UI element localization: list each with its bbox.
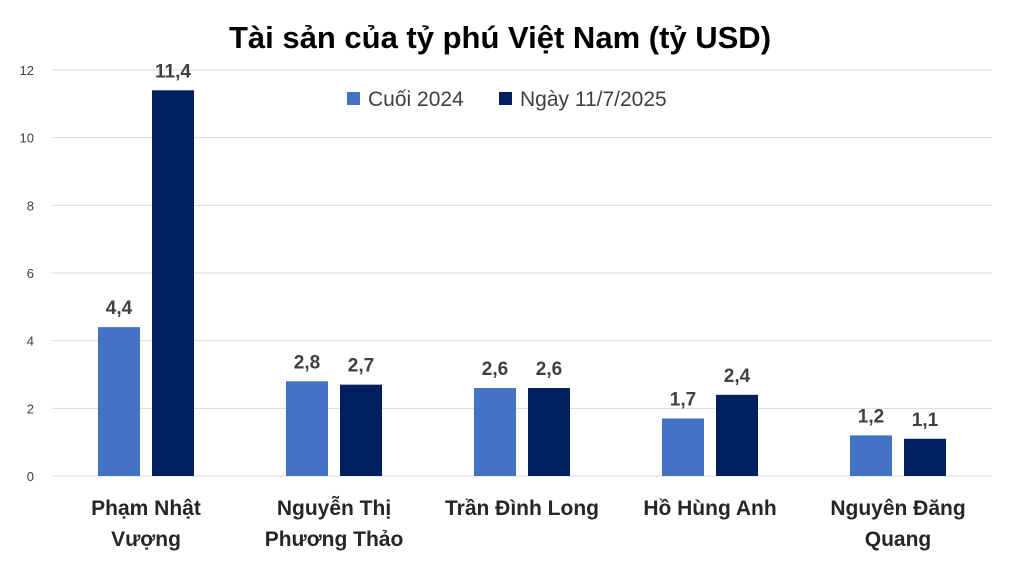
bar bbox=[904, 438, 946, 476]
x-axis-ticks: Phạm Nhật Vượng Nguyễn Thị Phương Thảo Trần … bbox=[91, 496, 966, 551]
data-label: 2,4 bbox=[724, 366, 751, 387]
data-label: 2,8 bbox=[294, 352, 320, 373]
y-tick-label: 4 bbox=[27, 334, 34, 349]
data-label: 1,7 bbox=[670, 389, 696, 410]
y-tick-label: 8 bbox=[27, 198, 34, 213]
gridlines bbox=[52, 69, 992, 477]
chart-title: Tài sản của tỷ phú Việt Nam (tỷ USD) bbox=[229, 20, 771, 55]
data-label: 11,4 bbox=[155, 61, 191, 82]
legend-label: Ngày 11/7/2025 bbox=[520, 88, 667, 111]
bar bbox=[286, 381, 328, 476]
data-label: 4,4 bbox=[106, 298, 133, 319]
bar bbox=[474, 388, 516, 476]
x-tick-label: Phương Thảo bbox=[265, 528, 404, 551]
y-axis-ticks: 0 2 4 6 8 10 12 bbox=[20, 63, 34, 484]
x-tick-label: Vượng bbox=[111, 528, 181, 551]
y-tick-label: 6 bbox=[27, 266, 34, 281]
data-label: 2,6 bbox=[482, 359, 508, 380]
y-tick-label: 2 bbox=[27, 401, 34, 416]
y-tick-label: 0 bbox=[27, 469, 34, 484]
legend-label: Cuối 2024 bbox=[368, 88, 464, 111]
legend: Cuối 2024 Ngày 11/7/2025 bbox=[347, 88, 667, 111]
x-tick-label: Trần Đình Long bbox=[445, 497, 599, 520]
bar bbox=[98, 327, 140, 476]
bar bbox=[528, 388, 570, 476]
data-label: 2,6 bbox=[536, 359, 562, 380]
bar bbox=[152, 90, 194, 477]
data-label: 1,2 bbox=[858, 406, 884, 427]
y-tick-label: 12 bbox=[20, 63, 34, 78]
legend-swatch bbox=[499, 92, 512, 105]
y-tick-label: 10 bbox=[20, 131, 34, 146]
x-tick-label: Phạm Nhật bbox=[91, 497, 201, 520]
legend-swatch bbox=[347, 92, 360, 105]
bar bbox=[850, 435, 892, 476]
x-tick-label: Nguyên Đăng bbox=[830, 497, 965, 520]
data-labels: 4,4 11,4 2,8 2,7 2,6 2,6 1,7 2,4 1,2 1,1 bbox=[106, 61, 939, 430]
bar bbox=[716, 394, 758, 476]
x-tick-label: Hồ Hùng Anh bbox=[643, 497, 776, 520]
bar bbox=[340, 384, 382, 476]
bar bbox=[662, 418, 704, 476]
x-tick-label: Quang bbox=[865, 528, 932, 551]
data-label: 1,1 bbox=[912, 410, 939, 431]
x-tick-label: Nguyễn Thị bbox=[277, 496, 391, 520]
data-label: 2,7 bbox=[348, 356, 374, 377]
bars bbox=[98, 90, 946, 477]
